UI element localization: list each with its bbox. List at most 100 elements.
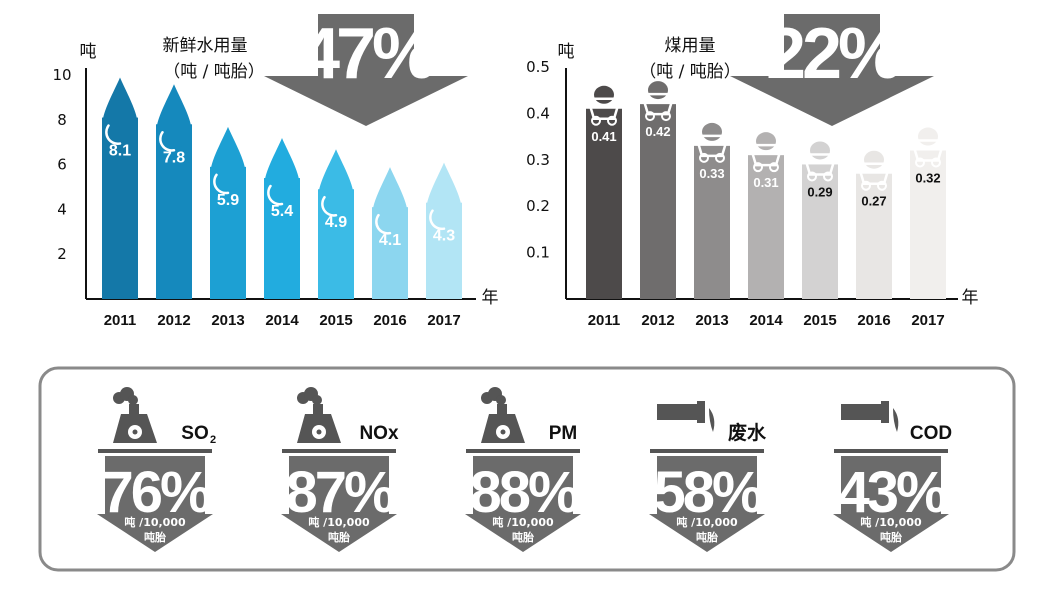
emissions-panel — [38, 366, 1016, 572]
bar: 4.1 — [372, 167, 408, 299]
x-tick-labels: 2011 2012 2013 2014 2015 2016 2017 — [588, 312, 945, 329]
mine-cart-icon — [640, 92, 676, 116]
drop-highlight — [429, 209, 446, 231]
reduction-arrow — [465, 456, 581, 552]
y-tick-labels: 2 4 6 8 10 — [52, 66, 71, 263]
x-tick-label: 2017 — [427, 312, 460, 329]
bar: 8.1 — [102, 77, 138, 299]
y-tick-labels: 0.1 0.2 0.3 0.4 0.5 — [526, 58, 550, 262]
drop-highlight — [159, 131, 176, 152]
reduction-percent: 87% — [285, 460, 395, 525]
cart-wheel — [753, 162, 763, 173]
mine-cart-icon — [694, 134, 730, 158]
water-drop-icon — [372, 167, 408, 231]
bar-body — [640, 104, 676, 300]
cart-wheel — [769, 162, 779, 173]
coal-pile-icon — [702, 122, 722, 141]
bar: 5.9 — [210, 126, 246, 299]
y-tick-label: 0.5 — [526, 58, 550, 76]
coal-usage-chart: 22% 煤用量 （吨 / 吨胎） 吨 年 0.1 0.2 0.3 0.4 0.5 0.4… — [526, 14, 979, 329]
reduction-arrow — [833, 456, 949, 552]
bar-body — [102, 117, 138, 299]
x-tick-label: 2017 — [911, 312, 944, 329]
unit-line-1: 吨 /10,000 — [860, 515, 922, 529]
cart-wheel — [645, 111, 655, 122]
chart-subtitle: （吨 / 吨胎） — [639, 62, 741, 82]
unit-line-2: 吨胎 — [512, 530, 534, 544]
bar: 0.29 — [802, 141, 838, 299]
mine-cart-icon — [586, 97, 622, 121]
reduction-arrow — [649, 456, 765, 552]
pipe-outflow-icon — [657, 401, 715, 432]
drop-highlight — [321, 195, 338, 217]
y-tick-label: 6 — [57, 156, 67, 174]
bar: 7.8 — [156, 84, 192, 299]
x-tick-label: 2014 — [265, 312, 299, 329]
y-tick-label: 0.2 — [526, 197, 550, 215]
bar-value-label: 0.29 — [807, 184, 832, 199]
x-tick-label: 2012 — [157, 312, 190, 329]
drop-highlight — [213, 173, 230, 195]
bar: 0.31 — [748, 132, 784, 299]
unit-line-1: 吨 /10,000 — [676, 515, 738, 529]
bar-body — [748, 155, 784, 299]
bar-body — [856, 173, 892, 299]
x-tick-labels: 2011 2012 2013 2014 2015 2016 2017 — [104, 312, 461, 329]
emission-label-subscript: 2 — [210, 434, 216, 446]
water-drop-icon — [426, 162, 462, 227]
cart-wheel — [591, 115, 601, 126]
reduction-percent: 76% — [101, 460, 211, 525]
reduction-percent: 47% — [300, 14, 435, 94]
cart-wheel — [915, 157, 925, 168]
water-usage-chart: 47% 新鲜水用量 （吨 / 吨胎） 吨 年 2 4 6 8 10 8.1 7.8 5.9 5… — [52, 14, 499, 329]
emission-label: PM — [549, 423, 578, 444]
drop-highlight — [375, 213, 392, 235]
water-drop-icon — [318, 149, 354, 213]
bar: 0.33 — [694, 122, 730, 299]
water-drop-icon — [210, 126, 246, 191]
water-drop-icon — [102, 77, 138, 142]
y-tick-label: 8 — [57, 111, 67, 129]
coal-pile-icon — [594, 85, 614, 104]
bar-value-label: 0.41 — [591, 129, 616, 144]
unit-line-1: 吨 /10,000 — [124, 515, 186, 529]
water-drop-icon — [264, 138, 300, 202]
y-tick-label: 10 — [52, 66, 71, 84]
x-axis-unit: 年 — [962, 288, 979, 308]
bar-body — [156, 124, 192, 299]
mine-cart-icon — [910, 139, 946, 162]
separator-bar — [650, 449, 764, 453]
unit-line-1: 吨 /10,000 — [308, 515, 370, 529]
pipe-outflow-icon — [841, 401, 899, 432]
bar-body — [694, 145, 730, 299]
x-tick-label: 2014 — [749, 312, 783, 329]
cart-wheel — [607, 115, 617, 126]
bar-body — [910, 150, 946, 299]
x-tick-label: 2012 — [641, 312, 674, 329]
separator-bar — [466, 449, 580, 453]
bar-value-label: 4.1 — [379, 232, 401, 249]
x-tick-label: 2016 — [373, 312, 406, 329]
bar-value-label: 0.33 — [699, 166, 724, 181]
coal-pile-icon — [756, 132, 776, 151]
x-tick-label: 2011 — [588, 312, 621, 329]
separator-bar — [98, 449, 212, 453]
bar: 5.4 — [264, 138, 300, 299]
unit-line-2: 吨胎 — [144, 530, 166, 544]
drop-highlight — [105, 124, 122, 145]
cart-wheel — [823, 171, 833, 182]
unit-line-2: 吨胎 — [696, 530, 718, 544]
drop-highlight — [267, 184, 284, 206]
x-tick-label: 2016 — [857, 312, 890, 329]
x-axis-unit: 年 — [482, 288, 499, 308]
bars: 0.41 0.42 0.33 0.31 0.29 0.27 0.32 — [586, 81, 946, 300]
bar-value-label: 5.4 — [271, 203, 293, 220]
factory-icon — [481, 387, 525, 443]
bar: 4.3 — [426, 162, 462, 299]
bar-body — [586, 108, 622, 299]
factory-icon — [297, 387, 341, 443]
